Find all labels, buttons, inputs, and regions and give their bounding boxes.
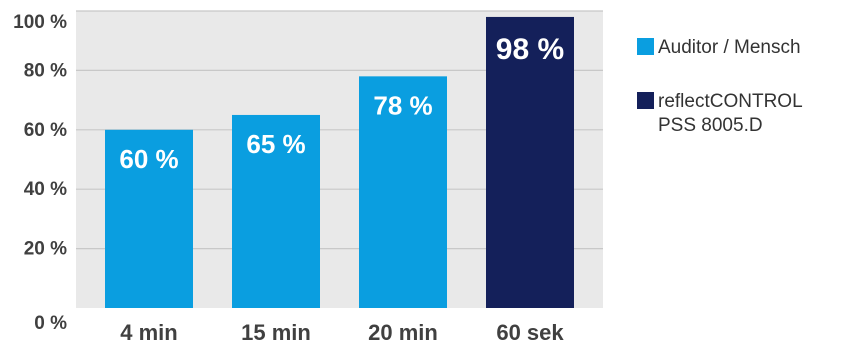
legend-label: PSS 8005.D	[658, 115, 763, 136]
y-tick-label: 100 %	[13, 12, 67, 33]
bar	[486, 16, 574, 308]
bar-value-label: 78 %	[373, 90, 432, 120]
bar-value-label: 60 %	[119, 144, 178, 174]
bar-value-label: 65 %	[246, 129, 305, 159]
legend-swatch	[637, 92, 654, 109]
bar	[105, 129, 193, 308]
bar	[232, 114, 320, 308]
bars: 60 % 65 % 78 % 98 %	[105, 16, 574, 308]
x-category-label: 60 sek	[496, 320, 564, 345]
y-axis-ticks: 0 % 20 % 40 % 60 % 80 % 100 %	[13, 12, 67, 334]
y-tick-label: 60 %	[24, 120, 67, 141]
y-tick-label: 20 %	[24, 239, 67, 260]
bar-value-label: 98 %	[496, 33, 564, 66]
bar	[359, 76, 447, 308]
legend: Auditor / Mensch reflectCONTROL PSS 8005.D	[637, 37, 803, 136]
x-category-label: 20 min	[368, 320, 438, 345]
x-category-label: 4 min	[120, 320, 177, 345]
legend-label: Auditor / Mensch	[658, 37, 801, 58]
x-axis-categories: 4 min 15 min 20 min 60 sek	[120, 320, 564, 345]
y-tick-label: 0 %	[34, 313, 67, 334]
y-tick-label: 80 %	[24, 60, 67, 81]
legend-label: reflectCONTROL	[658, 91, 803, 112]
y-tick-label: 40 %	[24, 179, 67, 200]
legend-swatch	[637, 38, 654, 55]
x-category-label: 15 min	[241, 320, 311, 345]
